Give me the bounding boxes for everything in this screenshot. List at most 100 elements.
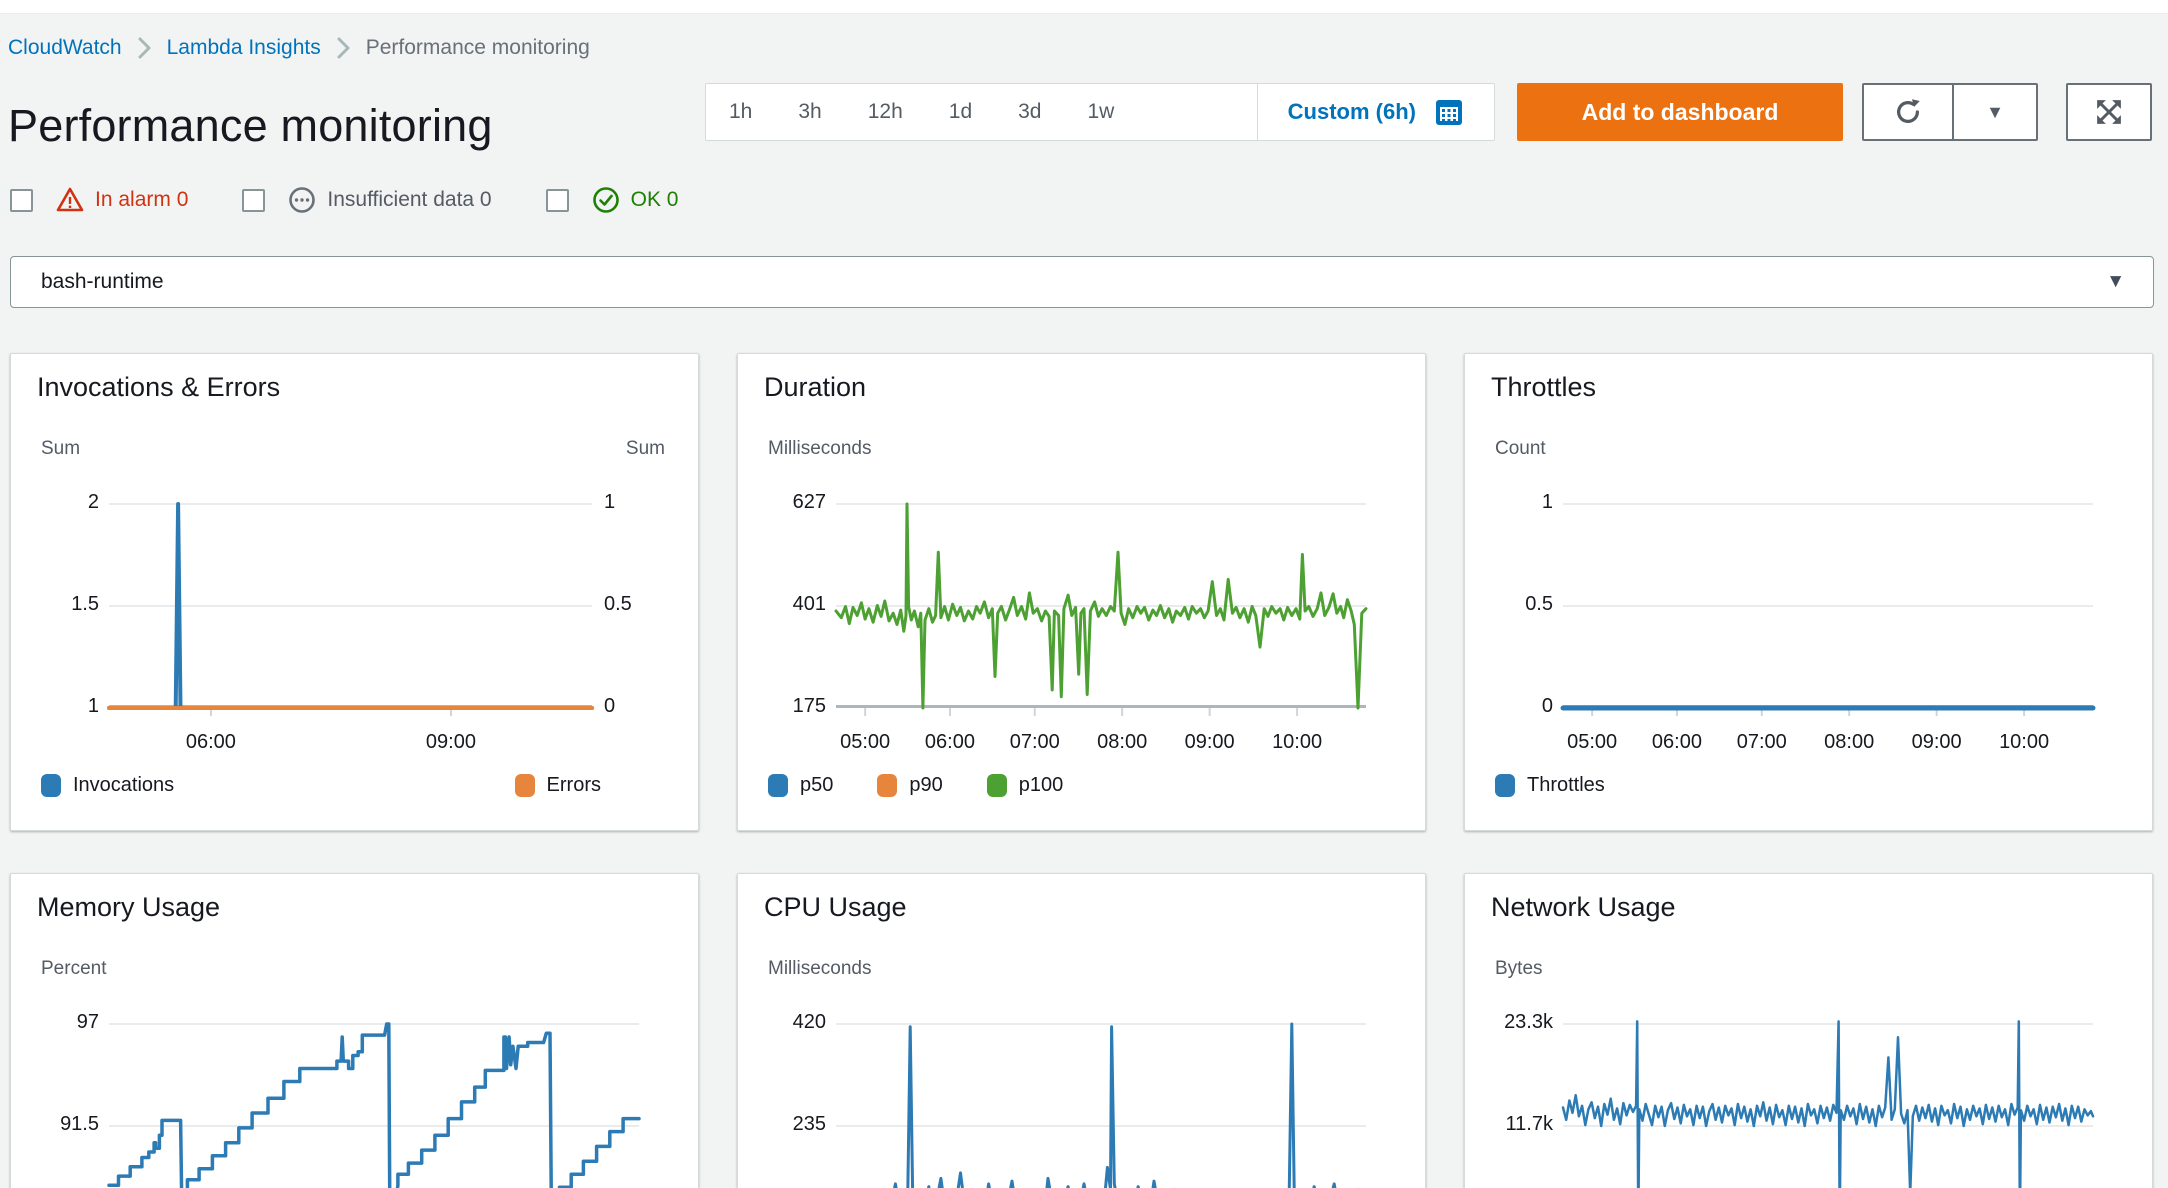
chevron-right-icon — [138, 37, 151, 59]
in-alarm-checkbox[interactable] — [10, 188, 33, 212]
legend-item-throttles[interactable]: Throttles — [1495, 774, 1605, 797]
time-range-selector: 1h 3h 12h 1d 3d 1w Custom (6h) — [705, 83, 1495, 141]
y-tick-label: 401 — [792, 593, 826, 615]
chart-title: Memory Usage — [37, 892, 221, 922]
y-tick-label: 627 — [792, 491, 826, 513]
y-axis-unit-label: Percent — [41, 958, 107, 979]
series-cpu — [883, 1022, 1359, 1188]
time-range-1h[interactable]: 1h — [706, 84, 775, 140]
time-range-1d[interactable]: 1d — [926, 84, 995, 140]
refresh-icon — [1897, 99, 1920, 123]
filter-ok[interactable]: OK 0 — [545, 185, 679, 215]
legend-chip-icon — [1495, 774, 1515, 797]
chart-plot[interactable] — [836, 1022, 1366, 1188]
y-tick-label: 97 — [76, 1011, 99, 1033]
x-tick-label: 06:00 — [185, 731, 236, 753]
y-axis-unit-label: Milliseconds — [768, 958, 872, 979]
chart-plot[interactable] — [1561, 1020, 2095, 1188]
legend-chip-icon — [986, 774, 1007, 797]
right-y-axis-unit-label: Sum — [625, 438, 665, 459]
x-tick-label: 06:00 — [924, 731, 975, 753]
refresh-button[interactable] — [1862, 83, 1954, 141]
select-caret-icon: ▼ — [2106, 271, 2125, 292]
refresh-options-button[interactable]: ▼ — [1952, 83, 2038, 141]
card-invocations-errors: Invocations & Errors Sum Sum 2 1.5 1 1 0.5 0 06:0… — [10, 353, 699, 831]
time-range-12h[interactable]: 12h — [845, 84, 926, 140]
x-tick-label: 05:00 — [1567, 731, 1618, 753]
time-range-group: 1h 3h 12h 1d 3d 1w — [706, 84, 1137, 140]
legend-label: p90 — [909, 774, 943, 796]
calendar-icon — [1436, 100, 1462, 125]
custom-range-label: Custom (6h) — [1287, 99, 1416, 124]
function-select[interactable]: bash-runtime ▼ — [10, 256, 2154, 308]
chart-legend: p50 p90 p100 — [768, 774, 1063, 797]
time-range-1w[interactable]: 1w — [1064, 84, 1137, 140]
breadcrumb: CloudWatch Lambda Insights Performance m… — [8, 36, 590, 60]
top-strip — [0, 0, 2168, 14]
chart-plot[interactable] — [107, 502, 594, 716]
legend-chip-icon — [877, 774, 898, 797]
time-range-3d[interactable]: 3d — [995, 84, 1064, 140]
caret-down-icon: ▼ — [1986, 101, 2004, 122]
breadcrumb-current: Performance monitoring — [365, 36, 590, 59]
legend-item-invocations[interactable]: Invocations — [41, 774, 174, 797]
filter-in-alarm[interactable]: In alarm 0 — [10, 185, 188, 215]
card-memory-usage: Memory Usage Percent 97 91.5 — [10, 873, 699, 1188]
x-tick-label: 09:00 — [1911, 731, 1962, 753]
legend-item-p90[interactable]: p90 — [877, 774, 943, 797]
chart-plot[interactable] — [107, 1022, 641, 1188]
y-tick-label: 1.5 — [71, 593, 99, 615]
y-axis-unit-label: Count — [1495, 438, 1546, 459]
insufficient-data-label: Insufficient data 0 — [327, 188, 492, 211]
y-tick-label: 91.5 — [60, 1113, 99, 1135]
legend-chip-icon — [41, 774, 61, 797]
ok-label: OK 0 — [630, 188, 679, 211]
chart-legend: Invocations Errors — [41, 774, 601, 797]
y-tick-label: 175 — [792, 695, 826, 717]
series-p100 — [834, 502, 1368, 710]
time-range-3h[interactable]: 3h — [775, 84, 844, 140]
breadcrumb-lambda-insights[interactable]: Lambda Insights — [166, 36, 321, 59]
ok-checkbox[interactable] — [545, 188, 569, 212]
add-to-dashboard-button[interactable]: Add to dashboard — [1517, 83, 1843, 141]
x-tick-label: 08:00 — [1097, 731, 1148, 753]
x-tick-label: 10:00 — [1272, 731, 1323, 753]
x-tick-label: 10:00 — [1999, 731, 2050, 753]
legend-label: Throttles — [1527, 774, 1605, 796]
y-tick-label: 2 — [87, 491, 99, 513]
chart-plot[interactable] — [1560, 503, 2096, 716]
filter-insufficient-data[interactable]: Insufficient data 0 — [242, 185, 492, 215]
chart-plot[interactable] — [834, 502, 1368, 716]
legend-item-errors[interactable]: Errors — [514, 774, 601, 797]
breadcrumb-cloudwatch[interactable]: CloudWatch — [8, 36, 122, 59]
x-tick-label: 07:00 — [1009, 731, 1060, 753]
x-tick-label: 08:00 — [1824, 731, 1875, 753]
legend-item-p50[interactable]: p50 — [768, 774, 833, 797]
legend-chip-icon — [768, 774, 788, 797]
right-y-tick-label: 0.5 — [604, 593, 632, 615]
legend-label: Invocations — [73, 774, 175, 796]
chart-legend: Throttles — [1495, 774, 1605, 797]
function-select-value: bash-runtime — [41, 270, 164, 293]
legend-item-p100[interactable]: p100 — [986, 774, 1063, 797]
series-network — [1561, 1020, 2095, 1188]
alarm-filter-row: In alarm 0 Insufficient data 0 OK 0 — [10, 184, 678, 216]
chart-title: Network Usage — [1491, 892, 1676, 922]
page-title: Performance monitoring — [8, 100, 493, 151]
insufficient-data-checkbox[interactable] — [242, 188, 266, 212]
chart-title: CPU Usage — [764, 892, 907, 922]
card-cpu-usage: CPU Usage Milliseconds 420 235 — [737, 873, 1426, 1188]
legend-label: p50 — [800, 774, 834, 796]
chart-title: Throttles — [1491, 372, 1597, 402]
fullscreen-button[interactable] — [2066, 83, 2152, 141]
custom-range-button[interactable]: Custom (6h) — [1256, 84, 1494, 140]
ok-check-icon — [592, 187, 619, 213]
y-axis-unit-label: Sum — [41, 438, 81, 459]
y-tick-label: 11.7k — [1505, 1113, 1553, 1135]
right-y-tick-label: 1 — [604, 491, 616, 513]
x-tick-label: 06:00 — [1651, 731, 1702, 753]
chevron-right-icon — [337, 37, 350, 59]
y-tick-label: 1 — [1541, 491, 1553, 513]
x-tick-label: 07:00 — [1736, 731, 1787, 753]
